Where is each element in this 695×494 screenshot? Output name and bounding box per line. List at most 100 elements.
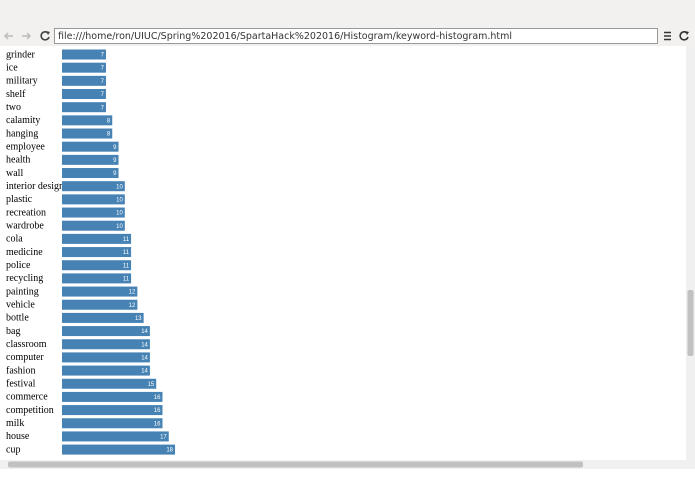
category-label: wardrobe	[6, 221, 44, 232]
category-label: ice	[6, 62, 18, 73]
value-label: 16	[154, 395, 161, 401]
category-label: house	[6, 431, 30, 442]
value-label: 11	[123, 250, 130, 256]
value-label: 14	[141, 355, 148, 361]
bar	[62, 168, 119, 179]
bar	[62, 352, 150, 363]
bar	[62, 49, 106, 60]
back-button[interactable]	[3, 32, 13, 40]
bar	[62, 207, 125, 218]
value-label: 13	[135, 316, 142, 322]
url-text: file:///home/ron/UIUC/Spring%202016/Spar…	[58, 31, 512, 42]
bar	[62, 128, 113, 139]
value-label: 8	[107, 118, 111, 124]
bar	[62, 154, 119, 165]
value-label: 10	[116, 184, 123, 190]
value-label: 7	[101, 79, 105, 85]
bar	[62, 444, 176, 455]
bar	[62, 312, 144, 323]
value-label: 14	[141, 329, 148, 335]
category-label: military	[6, 76, 38, 87]
value-label: 7	[101, 53, 105, 59]
category-label: bag	[6, 326, 20, 337]
value-label: 8	[107, 132, 111, 138]
category-label: bottle	[6, 313, 29, 324]
value-label: 17	[160, 435, 167, 441]
category-label: plastic	[6, 194, 33, 205]
category-label: classroom	[6, 339, 47, 350]
bar	[62, 62, 106, 73]
category-label: recreation	[6, 207, 46, 218]
bar	[62, 273, 132, 284]
bar	[62, 115, 113, 126]
bar	[62, 89, 106, 100]
category-label: painting	[6, 286, 39, 297]
value-label: 12	[129, 303, 136, 309]
value-label: 7	[101, 105, 105, 111]
value-label: 10	[116, 197, 123, 203]
bar	[62, 405, 163, 416]
category-label: health	[6, 155, 30, 166]
bar	[62, 391, 163, 402]
bar	[62, 286, 138, 297]
category-label: interior design	[6, 181, 64, 192]
value-label: 18	[166, 448, 173, 454]
category-label: fashion	[6, 365, 35, 376]
bar	[62, 102, 106, 113]
bar	[62, 339, 150, 350]
bar	[62, 220, 125, 231]
category-label: medicine	[6, 247, 43, 258]
value-label: 16	[154, 421, 161, 427]
category-label: milk	[6, 418, 24, 429]
value-label: 11	[123, 237, 130, 243]
page-content: grinder 7 ice 7 military 7 shelf 7 two 7 calamity 8…	[6, 49, 176, 455]
category-label: commerce	[6, 392, 48, 403]
value-label: 15	[148, 382, 155, 388]
bar	[62, 326, 150, 337]
category-label: cup	[6, 444, 20, 455]
horizontal-scroll-thumb[interactable]	[8, 461, 583, 468]
category-label: police	[6, 260, 31, 271]
bar	[62, 75, 106, 86]
value-label: 10	[116, 224, 123, 230]
vertical-scroll-thumb[interactable]	[687, 290, 694, 356]
category-label: festival	[6, 379, 36, 390]
bar	[62, 181, 125, 192]
bar	[62, 260, 132, 271]
value-label: 7	[101, 66, 105, 72]
value-label: 12	[129, 290, 136, 296]
url-bar[interactable]	[54, 28, 658, 44]
bar	[62, 233, 132, 244]
bar	[62, 431, 169, 442]
reload-button[interactable]	[40, 31, 50, 41]
category-label: employee	[6, 141, 45, 152]
category-label: computer	[6, 352, 44, 363]
bar	[62, 365, 150, 376]
category-label: hanging	[6, 128, 38, 139]
category-label: wall	[6, 168, 23, 179]
bar	[62, 141, 119, 152]
vertical-scrollbar[interactable]	[686, 46, 695, 460]
value-label: 11	[123, 276, 130, 282]
value-label: 9	[113, 158, 117, 164]
forward-button[interactable]	[22, 32, 32, 40]
menu-button[interactable]	[664, 31, 671, 41]
bar	[62, 247, 132, 258]
category-label: calamity	[6, 115, 40, 126]
value-label: 9	[113, 145, 117, 151]
bar	[62, 378, 157, 389]
value-label: 14	[141, 342, 148, 348]
value-label: 10	[116, 211, 123, 217]
category-label: grinder	[6, 49, 36, 60]
bar	[62, 418, 163, 429]
value-label: 7	[101, 92, 105, 98]
value-label: 9	[113, 171, 117, 177]
category-label: two	[6, 102, 21, 113]
category-label: shelf	[6, 89, 26, 100]
category-label: competition	[6, 405, 54, 416]
bar	[62, 299, 138, 310]
value-label: 11	[123, 263, 130, 269]
reload-button-right[interactable]	[679, 31, 689, 41]
